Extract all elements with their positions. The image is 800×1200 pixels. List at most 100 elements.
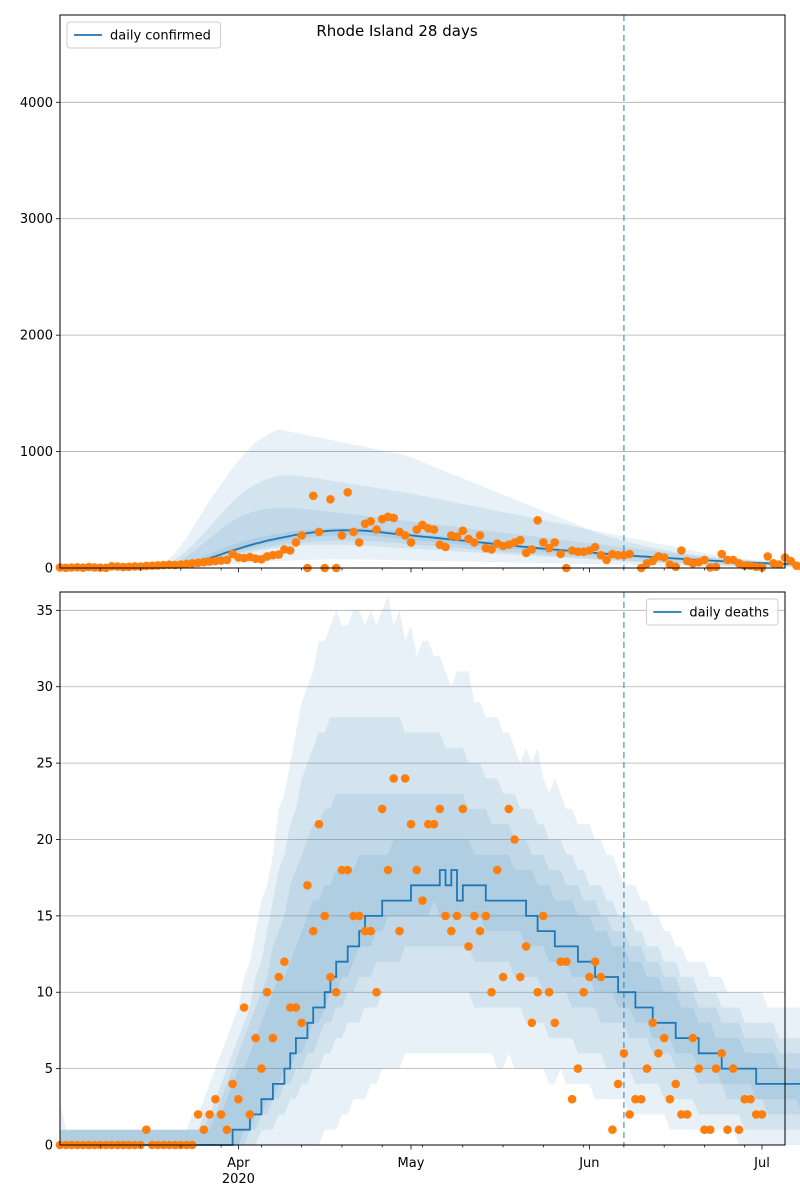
x-tick-label: Jun <box>578 1156 599 1171</box>
observed-point <box>222 1125 232 1134</box>
observed-point <box>602 555 611 565</box>
observed-point <box>544 543 554 553</box>
observed-point <box>291 538 301 547</box>
observed-point <box>418 896 427 905</box>
observed-point <box>757 563 767 572</box>
observed-point <box>481 911 491 921</box>
confidence-band <box>60 793 800 1145</box>
observed-point <box>274 550 284 559</box>
observed-point <box>366 517 376 526</box>
observed-point <box>596 550 606 560</box>
y-tick-label: 0 <box>45 1139 53 1154</box>
observed-point <box>533 516 542 525</box>
observed-point <box>596 972 606 982</box>
observed-point <box>285 546 295 555</box>
observed-point <box>711 1064 721 1073</box>
observed-point <box>458 526 468 535</box>
observed-point <box>193 1110 203 1119</box>
observed-point <box>470 538 479 547</box>
observed-point <box>527 545 537 554</box>
observed-point <box>648 556 657 566</box>
observed-point <box>274 972 284 982</box>
confidence-band <box>60 429 800 568</box>
observed-point <box>654 1049 663 1058</box>
y-tick-label: 3000 <box>20 212 53 227</box>
observed-point <box>544 987 554 997</box>
observed-point <box>475 926 485 936</box>
chart-title: Rhode Island 28 days <box>316 22 477 40</box>
observed-point <box>372 987 381 997</box>
observed-point <box>636 1094 646 1104</box>
legend-label: daily confirmed <box>110 29 211 44</box>
observed-point <box>308 491 318 501</box>
confidence-band <box>60 475 800 568</box>
observed-point <box>400 531 410 540</box>
observed-point <box>297 531 307 540</box>
observed-point <box>245 1110 255 1119</box>
observed-point <box>619 1049 629 1058</box>
observed-point <box>406 819 416 829</box>
observed-point <box>711 562 721 572</box>
observed-point <box>516 972 525 982</box>
observed-point <box>297 1018 307 1028</box>
observed-point <box>573 1064 583 1073</box>
observed-point <box>343 488 353 497</box>
observed-point <box>470 911 479 921</box>
observed-point <box>521 942 531 951</box>
observed-point <box>372 525 381 534</box>
x-tick-label: Apr <box>227 1156 250 1171</box>
x-tick-sublabel: 2020 <box>222 1172 255 1187</box>
observed-point <box>280 957 289 966</box>
observed-point <box>400 774 410 783</box>
observed-point <box>395 926 404 936</box>
observed-point <box>216 1110 226 1119</box>
observed-point <box>475 531 485 540</box>
observed-point <box>550 1018 560 1028</box>
observed-point <box>774 560 784 569</box>
observed-point <box>458 804 468 814</box>
observed-point <box>562 957 571 966</box>
observed-point <box>487 987 496 997</box>
observed-point <box>406 538 416 547</box>
observed-point <box>717 549 726 559</box>
observed-point <box>659 553 669 562</box>
observed-point <box>539 538 548 547</box>
observed-point <box>211 1094 220 1104</box>
observed-point <box>705 1125 715 1134</box>
y-tick-label: 10 <box>36 986 53 1001</box>
observed-point <box>688 1033 698 1043</box>
observed-point <box>257 1064 266 1073</box>
observed-point <box>452 532 462 541</box>
observed-point <box>493 865 502 875</box>
observed-point <box>585 972 594 982</box>
observed-point <box>389 774 399 783</box>
observed-point <box>723 1125 732 1134</box>
observed-point <box>590 542 600 552</box>
observed-point <box>343 865 353 875</box>
observed-point <box>326 972 335 982</box>
observed-point <box>539 911 548 921</box>
observed-point <box>786 556 796 566</box>
observed-point <box>734 1125 744 1134</box>
confidence-band <box>60 527 800 568</box>
observed-point <box>504 804 514 814</box>
observed-point <box>763 552 772 561</box>
observed-point <box>412 865 422 875</box>
observed-point <box>717 1049 726 1058</box>
observed-point <box>331 987 341 997</box>
observed-point <box>625 549 634 559</box>
legend-box <box>66 21 221 49</box>
observed-point <box>441 542 450 552</box>
observed-point <box>239 1003 249 1012</box>
confidence-band <box>60 717 800 1145</box>
observed-point <box>366 926 376 936</box>
observed-point <box>354 538 364 547</box>
observed-point <box>234 1094 243 1104</box>
observed-point <box>516 535 525 545</box>
observed-point <box>671 1079 680 1089</box>
observed-point <box>792 561 800 570</box>
observed-point <box>452 911 462 921</box>
observed-point <box>320 911 330 921</box>
observed-point <box>412 525 422 534</box>
observed-point <box>303 881 312 890</box>
